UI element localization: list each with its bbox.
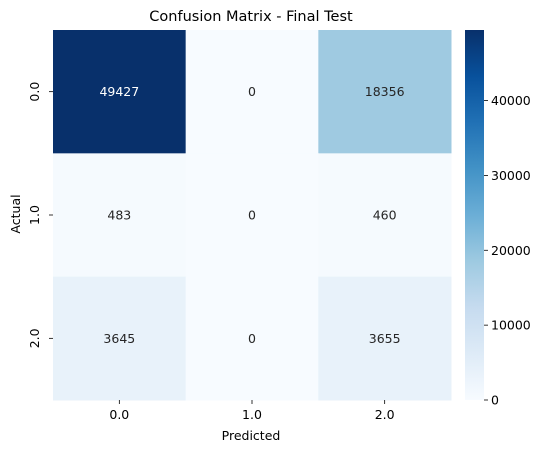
cell-value-label: 18356	[365, 84, 405, 99]
heatmap-cells: 49427 0 18356 483 0 460 3645 0 3655	[53, 30, 452, 401]
x-tick-label: 1.0	[242, 407, 262, 422]
heatmap-cell	[318, 30, 452, 154]
colorbar-tick-label: 0	[491, 393, 499, 408]
heatmap-cell	[318, 153, 452, 278]
cell-value-label: 0	[248, 84, 256, 99]
cell-value-label: 3655	[369, 331, 401, 346]
cell-value-label: 0	[248, 208, 256, 223]
cell-value-label: 3645	[103, 331, 135, 346]
axis-ticks: 0.0 1.0 2.0 0.0 1.0 2.0	[27, 82, 395, 422]
cell-value-label: 460	[373, 208, 397, 223]
chart-title: Confusion Matrix - Final Test	[149, 9, 353, 25]
cell-value-label: 49427	[99, 84, 139, 99]
heatmap-cell	[318, 276, 452, 401]
cell-value-label: 483	[107, 208, 131, 223]
cell-value-label: 0	[248, 331, 256, 346]
colorbar-tick-label: 10000	[491, 318, 531, 333]
y-tick-label: 2.0	[27, 328, 42, 348]
x-axis-label: Predicted	[222, 428, 281, 443]
colorbar-tick-label: 30000	[491, 168, 531, 183]
heatmap-cell	[185, 153, 319, 278]
y-tick-label: 0.0	[27, 82, 42, 102]
y-axis-label: Actual	[8, 194, 23, 233]
heatmap-cell	[53, 276, 187, 401]
heatmap-cell	[185, 276, 319, 401]
y-tick-label: 1.0	[27, 205, 42, 225]
x-tick-label: 2.0	[375, 407, 395, 422]
heatmap-cell	[185, 30, 319, 154]
colorbar-tick-label: 40000	[491, 93, 531, 108]
colorbar-tick-label: 20000	[491, 243, 531, 258]
colorbar-ticks: 0 10000 20000 30000 40000	[484, 93, 531, 408]
heatmap-cell	[53, 30, 187, 154]
x-tick-label: 0.0	[109, 407, 129, 422]
heatmap-cell	[53, 153, 187, 278]
colorbar	[465, 30, 484, 400]
